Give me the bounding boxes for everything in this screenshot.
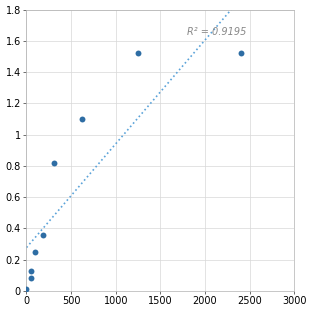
Point	[41, 232, 46, 237]
Point	[238, 51, 243, 56]
Text: R² = 0.9195: R² = 0.9195	[187, 27, 246, 37]
Point	[32, 249, 37, 254]
Point	[52, 160, 57, 165]
Point	[24, 287, 29, 292]
Point	[80, 116, 85, 121]
Point	[28, 276, 33, 281]
Point	[135, 51, 140, 56]
Point	[28, 268, 33, 273]
